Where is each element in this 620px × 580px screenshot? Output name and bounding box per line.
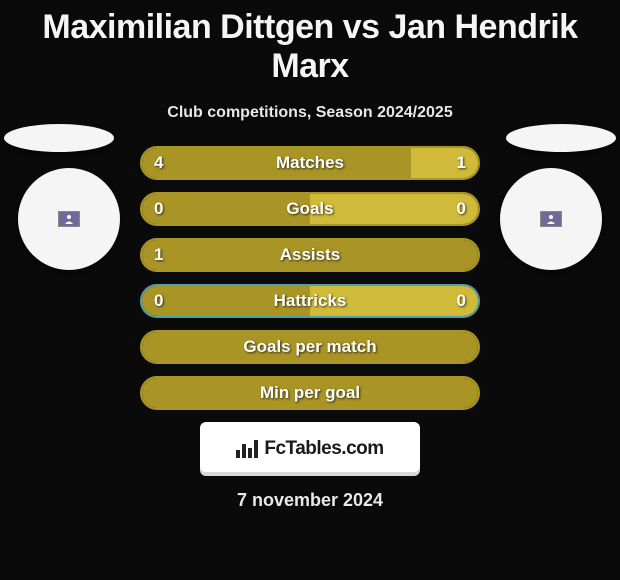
bar-right-value: 1 xyxy=(445,148,478,178)
stat-bar-row: Min per goal xyxy=(140,376,480,410)
subtitle: Club competitions, Season 2024/2025 xyxy=(0,104,620,122)
right-team-ellipse xyxy=(506,124,616,152)
bar-chart-icon xyxy=(236,440,258,458)
player-placeholder-icon xyxy=(540,211,562,227)
bar-label: Assists xyxy=(142,240,478,270)
logo-text: FcTables.com xyxy=(264,438,383,460)
bar-left-value: 1 xyxy=(142,240,175,270)
stat-bar-row: Goals per match xyxy=(140,330,480,364)
bar-right-value: 0 xyxy=(445,286,478,316)
bar-right-value: 0 xyxy=(445,194,478,224)
stat-bar-row: Matches4 1 xyxy=(140,146,480,180)
player-placeholder-icon xyxy=(58,211,80,227)
fctables-logo: FcTables.com xyxy=(200,422,420,476)
bar-left-value: 0 xyxy=(142,194,175,224)
bar-label: Goals per match xyxy=(142,332,478,362)
left-team-ellipse xyxy=(4,124,114,152)
bar-label: Min per goal xyxy=(142,378,478,408)
stat-bar-row: Assists1 xyxy=(140,238,480,272)
left-player-badge xyxy=(18,168,120,270)
right-player-badge xyxy=(500,168,602,270)
bar-label: Hattricks xyxy=(142,286,478,316)
stat-bar-row: Goals0 0 xyxy=(140,192,480,226)
page-title: Maximilian Dittgen vs Jan Hendrik Marx xyxy=(0,0,620,86)
bar-label: Matches xyxy=(142,148,478,178)
bar-left-value: 4 xyxy=(142,148,175,178)
snapshot-date: 7 november 2024 xyxy=(0,490,620,511)
bar-label: Goals xyxy=(142,194,478,224)
stat-bar-row: Hattricks0 0 xyxy=(140,284,480,318)
stat-bars: Matches41Goals00Assists1Hattricks00Goals… xyxy=(140,146,480,410)
bar-left-value: 0 xyxy=(142,286,175,316)
